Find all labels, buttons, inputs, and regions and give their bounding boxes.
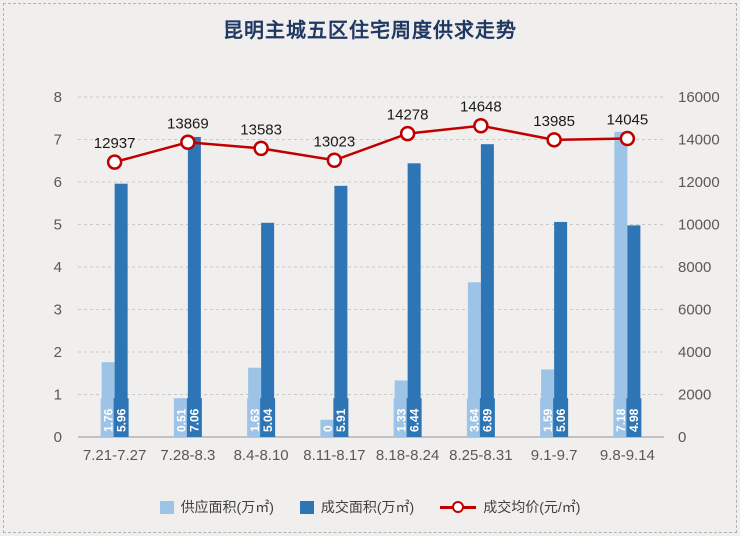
- bar-value-chip: [186, 398, 202, 437]
- avg-price-line: [114, 124, 628, 164]
- avg-price-marker: [619, 130, 636, 147]
- bar-value-label: 5.96: [114, 408, 128, 432]
- bar-value-label: 7.06: [188, 408, 202, 432]
- category-label: 8.25-8.31: [449, 447, 512, 464]
- bar-value-chip: [406, 398, 422, 437]
- chart-title: 昆明主城五区住宅周度供求走势: [223, 20, 517, 42]
- avg-price-marker: [253, 140, 269, 157]
- left-axis-tick: 6: [54, 174, 62, 191]
- bar-value-chip: [247, 398, 263, 437]
- deal-area-swatch: [299, 500, 314, 514]
- left-axis-tick: 4: [54, 259, 62, 276]
- category-label: 9.1-9.7: [531, 447, 578, 464]
- left-axis-tick: 8: [54, 89, 62, 106]
- bar-deal-area: [407, 163, 421, 438]
- legend-item-supply-area[interactable]: 供应面积(万㎡): [159, 497, 274, 517]
- legend-label-deal-area: 成交面积(万㎡): [320, 499, 415, 515]
- legend-label-avg-price: 成交均价(元/㎡): [483, 499, 581, 515]
- bar-value-chip: [613, 398, 629, 437]
- bar-value-chip: [393, 398, 409, 437]
- left-axis-tick: 2: [54, 344, 62, 361]
- avg-price-value-label: 14278: [387, 107, 429, 124]
- bar-value-label: 6.89: [481, 408, 495, 432]
- avg-price-marker: [399, 125, 416, 142]
- avg-price-value-label: 13869: [167, 115, 209, 132]
- bar-value-chip: [540, 398, 556, 437]
- avg-price-marker: [326, 152, 343, 169]
- bar-deal-area: [554, 221, 568, 437]
- legend-item-avg-price[interactable]: 成交均价(元/㎡): [440, 497, 580, 517]
- avg-price-value-label: 13023: [314, 133, 356, 150]
- right-axis-tick: 6000: [678, 302, 711, 319]
- bar-value-chip: [320, 419, 336, 437]
- bar-deal-area: [627, 225, 641, 437]
- bar-value-chip: [100, 398, 116, 437]
- legend: 供应面积(万㎡) 成交面积(万㎡) 成交均价(元/㎡): [0, 494, 740, 520]
- avg-price-marker: [473, 117, 489, 134]
- bar-deal-area: [261, 222, 275, 437]
- bar-value-label: 0: [321, 425, 335, 432]
- supply-area-swatch: [159, 500, 174, 514]
- avg-price-marker: [180, 134, 196, 151]
- left-axis-tick: 0: [54, 429, 62, 446]
- bar-value-label: 5.06: [554, 408, 568, 432]
- bar-value-label: 6.44: [407, 408, 421, 432]
- bar-value-chip: [113, 398, 129, 437]
- avg-price-value-label: 12937: [94, 135, 136, 152]
- category-label: 9.8-9.14: [600, 447, 655, 464]
- bar-value-label: 7.18: [614, 408, 628, 432]
- bar-deal-area: [480, 144, 494, 438]
- category-label: 7.21-7.27: [83, 447, 146, 464]
- bar-value-chip: [466, 398, 482, 437]
- bar-value-label: 1.59: [541, 408, 555, 432]
- legend-item-deal-area[interactable]: 成交面积(万㎡): [299, 497, 415, 517]
- right-axis-tick: 16000: [678, 89, 720, 106]
- avg-price-marker-icon: [452, 501, 465, 513]
- bar-deal-area: [334, 185, 348, 437]
- bar-value-label: 4.98: [627, 408, 641, 432]
- bar-value-label: 5.04: [261, 408, 275, 432]
- avg-price-value-label: 13985: [533, 113, 575, 130]
- left-axis-tick: 5: [54, 217, 62, 234]
- bar-deal-area: [114, 183, 128, 437]
- right-axis-tick: 4000: [678, 344, 711, 361]
- bar-value-label: 5.91: [334, 408, 348, 432]
- bar-value-label: 0.51: [175, 408, 189, 432]
- avg-price-value-label: 14648: [460, 99, 502, 116]
- bar-value-label: 3.64: [468, 408, 482, 432]
- bar-value-chip: [173, 398, 189, 437]
- bar-value-chip: [260, 398, 276, 437]
- right-axis-tick: 12000: [678, 174, 720, 191]
- right-axis-tick: 8000: [678, 259, 711, 276]
- category-label: 8.11-8.17: [303, 447, 365, 464]
- legend-label-supply-area: 供应面积(万㎡): [180, 499, 274, 515]
- left-axis-tick: 7: [54, 132, 62, 149]
- bar-supply-area: [614, 131, 628, 437]
- right-axis-tick: 2000: [678, 387, 711, 404]
- left-axis-tick: 3: [54, 302, 62, 319]
- bar-value-label: 1.33: [394, 408, 408, 432]
- left-axis-tick: 1: [54, 387, 62, 404]
- avg-price-marker: [546, 132, 562, 148]
- bar-value-label: 1.76: [101, 408, 115, 432]
- avg-price-value-label: 14045: [607, 112, 649, 129]
- avg-price-marker: [106, 154, 123, 170]
- right-axis-tick: 14000: [678, 132, 720, 149]
- avg-price-value-label: 13583: [240, 121, 282, 138]
- bar-value-chip: [553, 398, 569, 437]
- bar-deal-area: [187, 136, 201, 437]
- category-label: 8.18-8.24: [376, 447, 439, 464]
- bar-value-chip: [333, 398, 349, 437]
- bar-value-chip: [626, 398, 642, 437]
- category-label: 8.4-8.10: [234, 447, 289, 464]
- bar-value-chip: [479, 398, 495, 437]
- right-axis-tick: 0: [678, 429, 686, 446]
- avg-price-line-swatch: [440, 500, 477, 514]
- category-label: 7.28-8.3: [160, 447, 215, 464]
- bar-value-label: 1.63: [248, 408, 262, 432]
- right-axis-tick: 10000: [678, 217, 720, 234]
